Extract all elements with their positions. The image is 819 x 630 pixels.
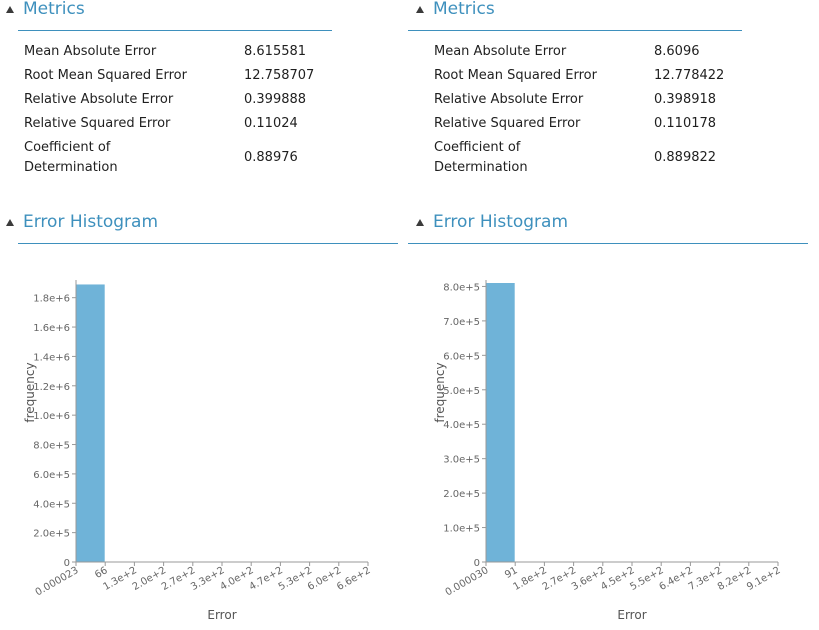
metric-name: Relative Absolute Error bbox=[24, 92, 174, 107]
x-tick-label: 9.1e+2 bbox=[745, 565, 782, 593]
error-histogram-chart: 0 1.0e+5 2.0e+5 3.0e+5 4.0e+5 5.0e+5 6.0e+5 7.0… bbox=[433, 280, 783, 622]
metric-row: Mean Absolute Error 8.615581 bbox=[24, 40, 314, 64]
y-tick-label: 6.0e+5 bbox=[33, 470, 70, 481]
metrics-section-header[interactable]: Metrics bbox=[410, 0, 750, 30]
y-tick-label: 2.0e+5 bbox=[33, 529, 70, 540]
x-tick-label: 6.6e+2 bbox=[335, 565, 372, 593]
y-tick-label: 7.0e+5 bbox=[443, 317, 480, 328]
metric-row: Relative Squared Error 0.11024 bbox=[24, 112, 314, 136]
metric-value: 8.615581 bbox=[244, 44, 307, 59]
x-axis-label: Error bbox=[617, 608, 646, 622]
metric-value: 8.6096 bbox=[654, 44, 700, 59]
collapse-triangle-icon[interactable] bbox=[6, 6, 14, 13]
y-tick-label: 1.0e+6 bbox=[33, 411, 70, 422]
metrics-title: Metrics bbox=[23, 0, 85, 19]
metric-value: 0.88976 bbox=[244, 150, 298, 165]
metrics-divider bbox=[18, 30, 332, 31]
histogram-bar[interactable] bbox=[76, 284, 105, 562]
y-tick-label: 4.0e+5 bbox=[443, 420, 480, 431]
metric-row: Relative Absolute Error 0.399888 bbox=[24, 88, 314, 112]
y-axis-label: frequency bbox=[23, 362, 37, 422]
y-axis-label: frequency bbox=[433, 362, 447, 422]
x-tick-label: 66 bbox=[93, 565, 110, 581]
collapse-triangle-icon[interactable] bbox=[416, 219, 424, 226]
metric-row: Root Mean Squared Error 12.758707 bbox=[24, 64, 314, 88]
metrics-title: Metrics bbox=[433, 0, 495, 19]
metric-name: Coefficient of Determination bbox=[434, 140, 528, 175]
y-tick-label: 8.0e+5 bbox=[33, 441, 70, 452]
histogram-section-header[interactable]: Error Histogram bbox=[410, 212, 800, 242]
metrics-table: Mean Absolute Error 8.6096 Root Mean Squ… bbox=[434, 40, 724, 180]
histogram-divider bbox=[18, 243, 398, 244]
metric-row: Relative Squared Error 0.110178 bbox=[434, 112, 724, 136]
right-panel: Metrics Mean Absolute Error 8.6096 Root … bbox=[408, 0, 810, 630]
collapse-triangle-icon[interactable] bbox=[6, 219, 14, 226]
histogram-title: Error Histogram bbox=[23, 212, 159, 232]
y-tick-label: 1.0e+5 bbox=[443, 524, 480, 535]
y-tick-label: 5.0e+5 bbox=[443, 386, 480, 397]
metric-row: Root Mean Squared Error 12.778422 bbox=[434, 64, 724, 88]
metric-name: Relative Absolute Error bbox=[434, 92, 584, 107]
metric-name: Mean Absolute Error bbox=[24, 44, 157, 59]
metric-name: Root Mean Squared Error bbox=[24, 68, 187, 83]
y-tick-label: 0 bbox=[64, 558, 70, 569]
y-tick-label: 2.0e+5 bbox=[443, 489, 480, 500]
error-histogram-chart: 0 2.0e+5 4.0e+5 6.0e+5 8.0e+5 1.0e+6 1.2e+6 1.4… bbox=[23, 280, 373, 622]
metric-value: 0.399888 bbox=[244, 92, 307, 107]
metric-name: Relative Squared Error bbox=[24, 116, 171, 131]
x-tick-label: 0.000030 bbox=[444, 565, 491, 598]
metric-name: Root Mean Squared Error bbox=[434, 68, 597, 83]
y-tick-label: 0 bbox=[474, 558, 480, 569]
metric-row: Relative Absolute Error 0.398918 bbox=[434, 88, 724, 112]
metric-value: 12.778422 bbox=[654, 68, 725, 83]
x-axis-label: Error bbox=[207, 608, 236, 622]
metric-value: 12.758707 bbox=[244, 68, 315, 83]
y-tick-label: 1.8e+6 bbox=[33, 294, 70, 305]
metrics-section-header[interactable]: Metrics bbox=[0, 0, 340, 30]
y-tick-label: 3.0e+5 bbox=[443, 455, 480, 466]
x-tick-label: 0.000023 bbox=[34, 565, 81, 598]
y-tick-label: 1.6e+6 bbox=[33, 323, 70, 334]
metric-value: 0.11024 bbox=[244, 116, 298, 131]
metric-name: Coefficient of Determination bbox=[24, 140, 118, 175]
histogram-section-header[interactable]: Error Histogram bbox=[0, 212, 390, 242]
y-tick-label: 8.0e+5 bbox=[443, 282, 480, 293]
y-tick-label: 6.0e+5 bbox=[443, 351, 480, 362]
histogram-bar[interactable] bbox=[486, 283, 515, 562]
metrics-divider bbox=[408, 30, 742, 31]
y-tick-label: 1.4e+6 bbox=[33, 352, 70, 363]
metric-row: Coefficient of Determination 0.88976 bbox=[24, 136, 314, 180]
metric-name: Mean Absolute Error bbox=[434, 44, 567, 59]
metric-row: Mean Absolute Error 8.6096 bbox=[434, 40, 724, 64]
collapse-triangle-icon[interactable] bbox=[416, 6, 424, 13]
x-tick-label: 91 bbox=[503, 565, 520, 581]
metric-row: Coefficient of Determination 0.889822 bbox=[434, 136, 724, 180]
y-tick-label: 1.2e+6 bbox=[33, 382, 70, 393]
metric-value: 0.398918 bbox=[654, 92, 717, 107]
left-panel: Metrics Mean Absolute Error 8.615581 Roo… bbox=[0, 0, 400, 630]
histogram-title: Error Histogram bbox=[433, 212, 569, 232]
metric-value: 0.110178 bbox=[654, 116, 717, 131]
y-tick-label: 4.0e+5 bbox=[33, 499, 70, 510]
metrics-table: Mean Absolute Error 8.615581 Root Mean S… bbox=[24, 40, 314, 180]
histogram-divider bbox=[408, 243, 808, 244]
metric-name: Relative Squared Error bbox=[434, 116, 581, 131]
metric-value: 0.889822 bbox=[654, 150, 717, 165]
